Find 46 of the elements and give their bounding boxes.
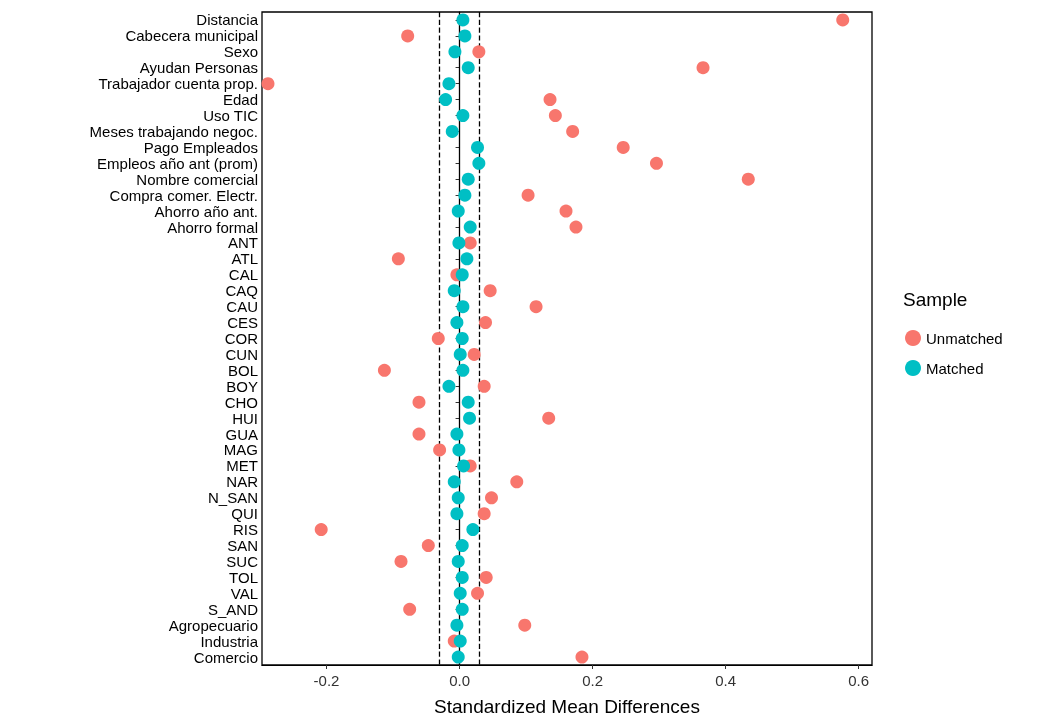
x-tick-label: 0.2 <box>582 672 604 689</box>
y-tick-label: MET <box>226 457 258 475</box>
y-tick-label: Agropecuario <box>168 616 258 634</box>
y-tick-label: MAG <box>223 441 258 459</box>
y-tick-label: Meses trabajando negoc. <box>89 122 258 140</box>
y-tick-label: Cabecera municipal <box>125 27 258 45</box>
legend-title: Sample <box>903 289 968 310</box>
y-tick-label: SAN <box>227 537 258 555</box>
y-tick-label: ATL <box>231 250 258 268</box>
y-tick-label: Edad <box>222 91 258 109</box>
x-tick-label: 0.0 <box>449 672 470 689</box>
y-tick-label: Trabajador cuenta prop. <box>98 75 258 93</box>
y-tick-label: VAL <box>230 584 258 602</box>
y-tick-label: BOL <box>227 361 258 379</box>
x-axis-title: Standardized Mean Differences <box>434 696 700 717</box>
legend-label: Matched <box>926 359 984 377</box>
y-tick-label: Comercio <box>193 648 258 666</box>
y-tick-label: CUN <box>225 345 258 363</box>
y-tick-label: N_SAN <box>207 489 258 507</box>
x-tick-label: 0.6 <box>848 672 870 689</box>
y-tick-label: GUA <box>225 425 258 443</box>
y-tick-label: Uso TIC <box>203 107 259 125</box>
y-tick-label: Compra comer. Electr. <box>109 186 258 204</box>
y-tick-label: TOL <box>229 568 258 586</box>
y-tick-label: BOY <box>226 377 258 395</box>
y-tick-label: Sexo <box>223 43 258 61</box>
y-tick-label: RIS <box>232 521 258 539</box>
y-tick-label: ANT <box>228 234 258 252</box>
y-tick-label: NAR <box>226 473 259 491</box>
legend-label: Unmatched <box>926 329 1003 347</box>
y-tick-label: CES <box>227 314 258 332</box>
x-tick-label: 0.4 <box>715 672 737 689</box>
y-tick-label: COR <box>224 330 259 347</box>
y-tick-label: CAU <box>226 298 258 316</box>
y-tick-label: CAL <box>228 266 258 284</box>
y-tick-label: QUI <box>231 505 258 523</box>
y-tick-label: Ahorro formal <box>167 218 258 236</box>
y-tick-label: Distancia <box>196 11 259 29</box>
y-tick-label: CHO <box>224 393 258 411</box>
y-tick-label: CAQ <box>225 282 258 300</box>
x-tick-label: -0.2 <box>313 672 340 689</box>
y-tick-label: S_AND <box>207 600 259 618</box>
y-tick-label: Ayudan Personas <box>139 59 258 77</box>
y-tick-label: Ahorro año ant. <box>154 202 258 220</box>
y-tick-label: SUC <box>226 552 259 570</box>
y-tick-label: HUI <box>232 409 258 427</box>
